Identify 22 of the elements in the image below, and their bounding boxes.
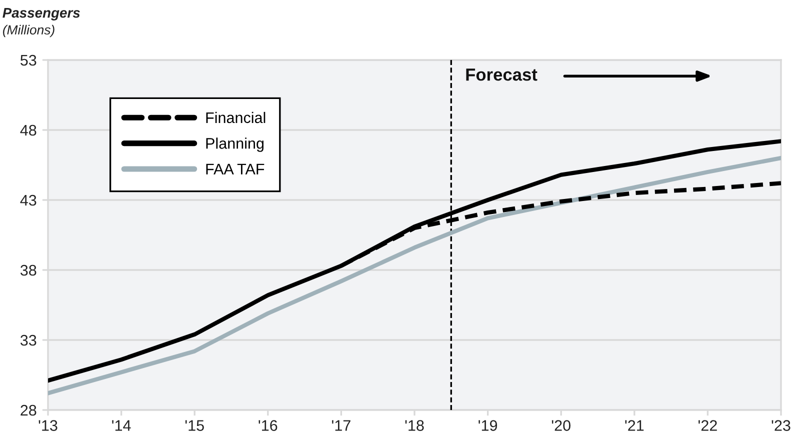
y-tick-label: 28 — [20, 404, 36, 416]
x-tick-label: '14 — [112, 420, 131, 431]
y-tick-label: 33 — [20, 334, 36, 346]
legend-label: Financial — [206, 112, 266, 124]
x-tick-label: '15 — [185, 420, 204, 431]
x-tick-label: '18 — [405, 420, 424, 431]
x-tick-label: '21 — [625, 420, 644, 431]
x-tick-label: '20 — [552, 420, 570, 431]
x-tick-label: '13 — [38, 420, 58, 431]
y-axis-title: Passengers (Millions) — [2, 8, 80, 38]
y-tick-label: 43 — [20, 194, 36, 206]
x-tick-label: '23 — [772, 420, 790, 431]
annotation: Forecast — [466, 68, 538, 81]
x-tick-label: '17 — [332, 420, 350, 431]
x-tick-label: '19 — [478, 420, 498, 431]
legend-label: Planning — [206, 138, 264, 152]
y-tick-label: 48 — [20, 124, 36, 136]
x-tick-label: '16 — [258, 420, 278, 431]
y-tick-label: 53 — [20, 54, 36, 66]
y-tick-label: 38 — [20, 264, 36, 276]
x-tick-label: '22 — [698, 420, 717, 431]
legend-label: FAA TAF — [206, 164, 264, 174]
